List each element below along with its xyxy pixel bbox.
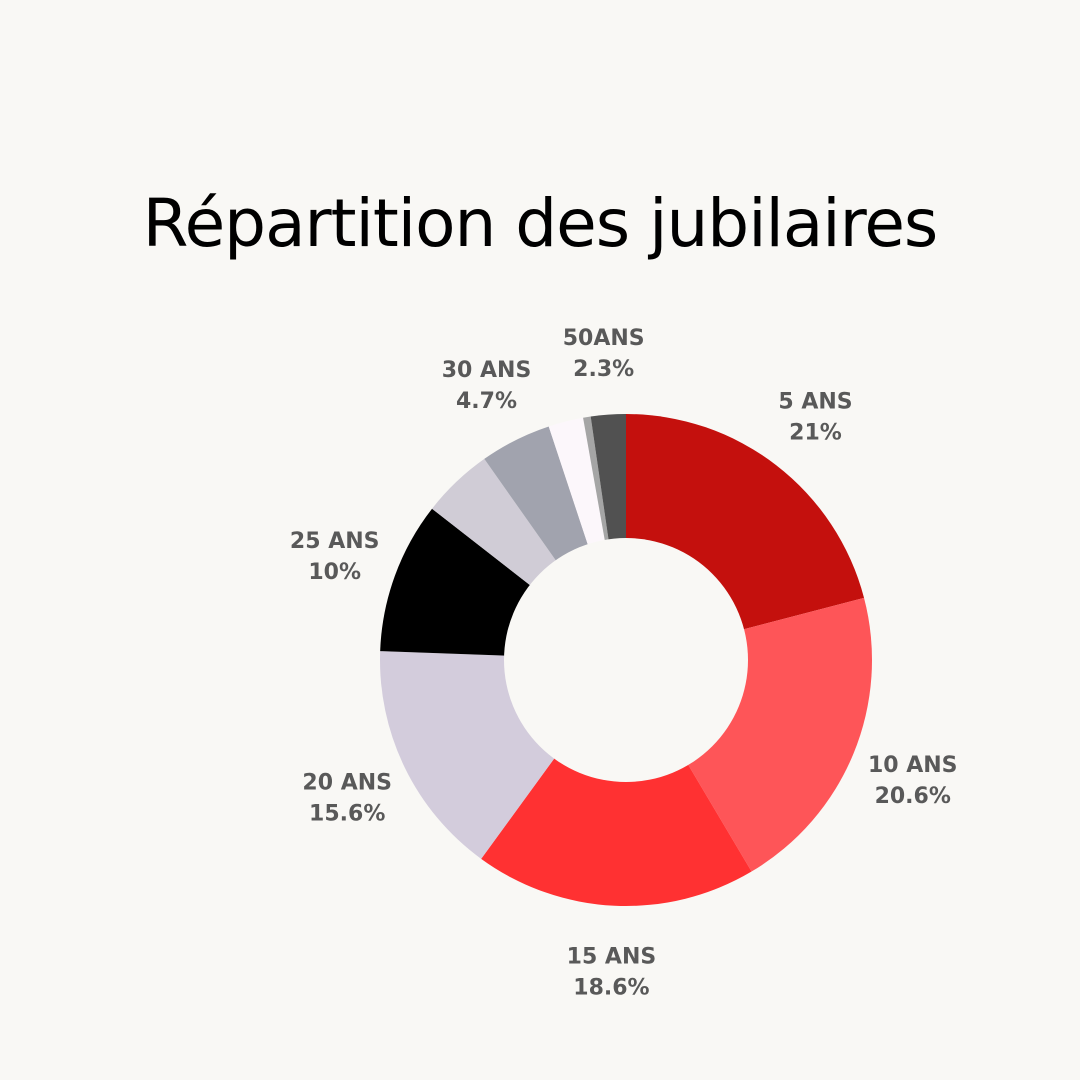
slice-label-30-ans: 30 ANS — [442, 358, 532, 383]
slice-percent-50ans: 2.3% — [573, 357, 634, 382]
slice-label-50ans: 50ANS — [563, 326, 645, 351]
slice-label-10-ans: 10 ANS — [868, 753, 958, 778]
slice-label-20-ans: 20 ANS — [302, 771, 392, 796]
slice-15-ans — [481, 660, 752, 906]
slice-label-15-ans: 15 ANS — [567, 945, 657, 970]
slice-percent-5-ans: 21% — [789, 421, 842, 446]
slice-label-5-ans: 5 ANS — [778, 390, 852, 415]
slice-percent-20-ans: 15.6% — [309, 802, 385, 827]
slice-percent-25-ans: 10% — [308, 560, 361, 585]
slice-percent-10-ans: 20.6% — [875, 784, 951, 809]
chart-title: Répartition des jubilaires — [142, 185, 939, 262]
slice-labels: 5 ANS 21% 10 ANS 20.6% 15 ANS 18.6% 20 ANS 15.6… — [290, 326, 958, 1001]
slice-percent-30-ans: 4.7% — [456, 389, 517, 414]
donut-hole — [504, 538, 748, 782]
slice-label-25-ans: 25 ANS — [290, 529, 380, 554]
slice-percent-15-ans: 18.6% — [573, 976, 649, 1001]
